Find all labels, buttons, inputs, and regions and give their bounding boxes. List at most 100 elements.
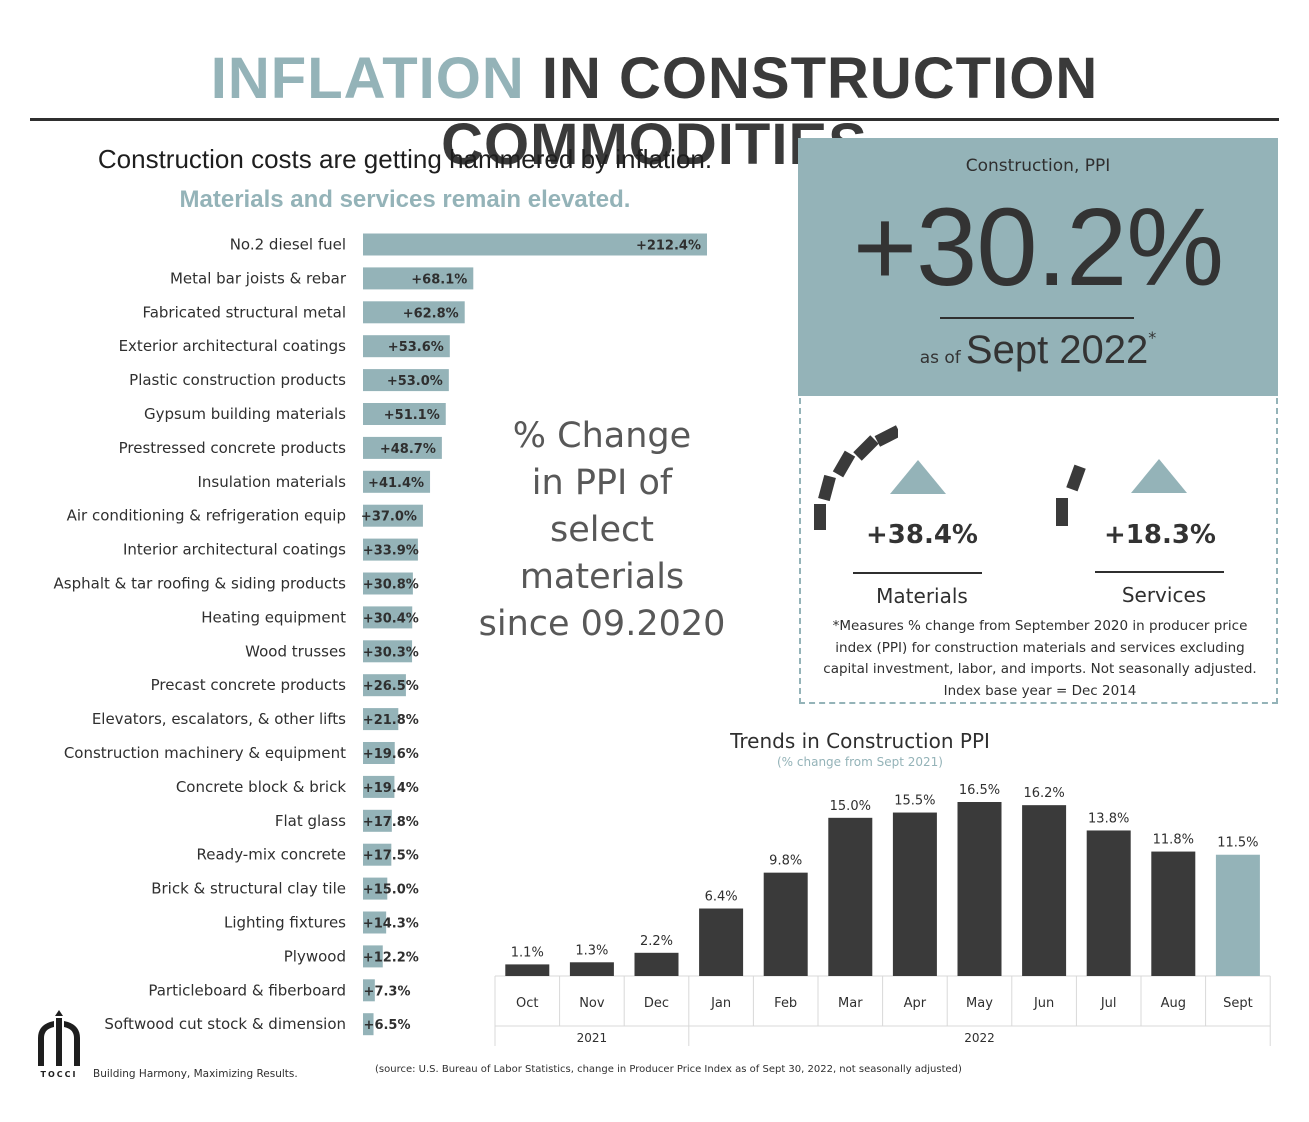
material-bar (363, 335, 450, 358)
trend-bar (1086, 830, 1131, 976)
material-bar (363, 945, 383, 968)
material-value-label: +30.4% (363, 611, 419, 626)
material-category-label: Heating equipment (201, 608, 346, 626)
month-label: Jun (1033, 996, 1054, 1011)
trend-bar (828, 817, 873, 976)
month-label: Jan (710, 996, 731, 1011)
material-value-label: +14.3% (363, 917, 419, 932)
tagline: Building Harmony, Maximizing Results. (93, 1068, 298, 1080)
ppi-label: Construction, PPI (965, 156, 1111, 176)
material-category-label: Fabricated structural metal (142, 303, 346, 321)
material-value-label: +26.5% (363, 679, 419, 694)
services-stat: +18.3% (1090, 520, 1230, 550)
month-label: Mar (838, 996, 863, 1011)
material-bar (363, 267, 474, 290)
material-category-label: Lighting fixtures (224, 914, 346, 932)
material-value-label: +7.3% (364, 984, 411, 999)
services-divider (1095, 571, 1224, 573)
materials-bar-chart: No.2 diesel fuel +212.4% Metal bar joists … (54, 233, 707, 1036)
subtitle: Construction costs are getting hammered … (97, 144, 713, 174)
material-value-label: +17.5% (363, 849, 419, 864)
trend-value-label: 2.2% (640, 934, 673, 949)
material-category-label: Concrete block & brick (176, 778, 346, 796)
stats-box (799, 398, 1278, 704)
material-category-label: Precast concrete products (151, 676, 347, 694)
material-category-label: Flat glass (275, 812, 346, 830)
ppi-divider (940, 317, 1134, 319)
trend-value-label: 13.8% (1088, 811, 1129, 826)
material-bar (363, 470, 431, 493)
material-value-label: +30.8% (363, 578, 419, 593)
material-bar (363, 809, 392, 832)
trend-bar (1215, 854, 1260, 976)
title-divider (30, 118, 1279, 121)
ppi-footnote: *Measures % change from September 2020 i… (823, 618, 1257, 699)
material-category-label: Construction machinery & equipment (64, 744, 346, 762)
trend-bar (634, 952, 679, 976)
material-category-label: Plastic construction products (129, 371, 346, 389)
services-label: Services (1121, 583, 1207, 607)
trend-bar (763, 872, 808, 976)
trend-value-label: 11.5% (1217, 836, 1258, 851)
year-label: 2021 (577, 1031, 608, 1045)
material-value-label: +41.4% (368, 476, 424, 491)
material-bar (363, 708, 399, 731)
material-bar (363, 301, 465, 324)
trend-bar (892, 812, 937, 976)
material-value-label: +37.0% (361, 510, 417, 525)
chart-caption-line: in PPI of (531, 463, 673, 503)
trend-bar-chart: 1.1% Oct 1.3% Nov 2.2% Dec 6.4% Jan 9.8% Feb 15.0%… (494, 783, 1271, 1046)
material-value-label: +17.8% (363, 815, 419, 830)
material-category-label: Interior architectural coatings (123, 541, 346, 559)
material-value-label: +6.5% (364, 1018, 411, 1033)
material-category-label: Elevators, escalators, & other lifts (92, 710, 346, 728)
material-bar (363, 233, 707, 256)
material-bar (363, 674, 406, 697)
chart-caption-line: since 09.2020 (478, 604, 726, 644)
trend-value-label: 9.8% (769, 854, 802, 869)
materials-label: Materials (876, 584, 968, 608)
material-category-label: Asphalt & tar roofing & siding products (54, 575, 347, 593)
month-label: Nov (579, 996, 605, 1011)
month-label: Jul (1100, 996, 1117, 1011)
materials-up-arrow-icon (890, 460, 946, 494)
materials-stat: +38.4% (852, 520, 992, 550)
month-label: Apr (904, 996, 927, 1011)
material-category-label: No.2 diesel fuel (230, 236, 346, 254)
services-value: +18.3% (1104, 520, 1216, 550)
material-category-label: Metal bar joists & rebar (170, 269, 347, 287)
material-category-label: Wood trusses (245, 642, 346, 660)
material-value-label: +53.6% (388, 340, 444, 355)
material-bar (363, 538, 418, 561)
trend-bar (1151, 851, 1196, 976)
trend-bar (505, 964, 550, 976)
material-category-label: Brick & structural clay tile (151, 880, 346, 898)
materials-divider (853, 572, 982, 574)
material-value-label: +21.8% (363, 713, 419, 728)
chart-caption-line: select (550, 510, 654, 550)
ppi-as-of-prefix: as of (919, 348, 961, 368)
ppi-footnote-mark: * (1148, 328, 1157, 347)
services-gauge-icon (1056, 464, 1086, 526)
material-category-label: Prestressed concrete products (119, 439, 347, 457)
material-value-label: +51.1% (384, 408, 440, 423)
trend-value-label: 11.8% (1153, 833, 1194, 848)
material-value-label: +48.7% (380, 442, 436, 457)
material-bar (363, 911, 387, 934)
material-value-label: +19.6% (363, 747, 419, 762)
trend-chart-subtitle: (% change from Sept 2021) (777, 755, 943, 769)
chart-caption-line: % Change (512, 416, 692, 456)
material-category-label: Air conditioning & refrigeration equip (67, 507, 346, 525)
material-bar (363, 742, 395, 764)
material-bar (363, 979, 375, 1002)
material-bar (363, 572, 413, 595)
material-value-label: +19.4% (363, 781, 419, 796)
trend-value-label: 1.3% (575, 943, 608, 958)
logo-text: TOCCI (40, 1070, 78, 1079)
trend-value-label: 15.5% (894, 794, 935, 809)
material-value-label: +15.0% (363, 883, 419, 898)
material-value-label: +53.0% (387, 374, 443, 389)
material-bar (363, 504, 423, 527)
ppi-value: +30.2% (852, 186, 1224, 309)
material-bar (363, 436, 442, 459)
